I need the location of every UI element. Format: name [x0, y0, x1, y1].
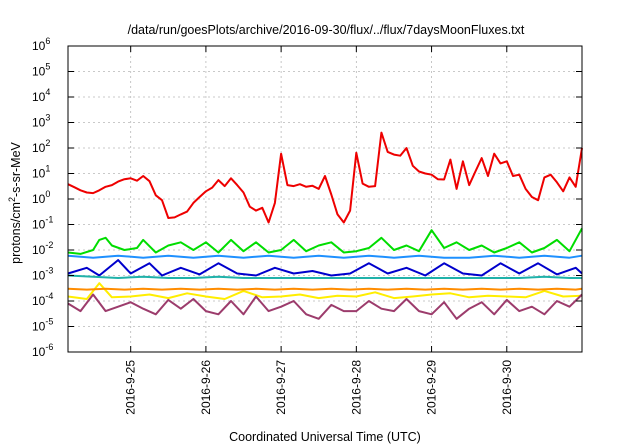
y-tick-label-base: 10 — [32, 345, 46, 359]
y-axis-title-sup: 2 — [7, 197, 17, 202]
y-axis-title-base: protons/cm — [9, 202, 23, 264]
series-line-3 — [67, 254, 583, 259]
y-tick-label-base: 10 — [32, 243, 46, 257]
y-tick-label-base: 10 — [32, 141, 46, 155]
y-tick-label: 10-6 — [32, 342, 53, 359]
y-tick-label: 102 — [32, 138, 50, 155]
y-tick-label-exp: 1 — [45, 164, 50, 174]
y-tick-label-exp: -4 — [45, 291, 53, 301]
y-axis-ticks: 10610510410310210110010-110-210-310-410-… — [32, 36, 582, 359]
series-layer — [67, 131, 583, 320]
x-tick-label: 2016-9-25 — [124, 360, 138, 415]
y-tick-label: 10-5 — [32, 317, 53, 334]
y-tick-label-base: 10 — [32, 39, 46, 53]
y-tick-label-exp: -6 — [45, 342, 53, 352]
y-tick-label-base: 10 — [32, 167, 46, 181]
y-axis-title-rest: -s-sr-MeV — [9, 141, 23, 197]
series-line-6 — [67, 282, 583, 300]
series-line-1 — [67, 131, 583, 224]
y-tick-label-base: 10 — [32, 65, 46, 79]
y-tick-label-exp: 6 — [45, 36, 50, 46]
x-axis-ticks: 2016-9-25 2016-9-26 2016-9-27 2016-9-28 2016… — [124, 46, 514, 415]
y-tick-label-exp: -5 — [45, 317, 53, 327]
y-tick-label: 10-1 — [32, 215, 53, 232]
y-tick-label-base: 10 — [32, 269, 46, 283]
x-tick-label: 2016-9-26 — [199, 360, 213, 415]
y-tick-label: 104 — [32, 87, 50, 104]
y-tick-label-base: 10 — [32, 90, 46, 104]
series-line-2 — [67, 227, 583, 255]
y-tick-label-exp: 0 — [45, 189, 50, 199]
y-tick-label: 105 — [32, 62, 50, 79]
y-axis-title: protons/cm2-s-sr-MeV — [7, 141, 23, 263]
y-tick-label: 10-3 — [32, 266, 53, 283]
y-tick-label-base: 10 — [32, 116, 46, 130]
y-tick-label: 10-4 — [32, 291, 53, 308]
y-tick-label: 106 — [32, 36, 50, 53]
chart-title: /data/run/goesPlots/archive/2016-09-30/f… — [128, 23, 525, 37]
series-line-5 — [67, 274, 582, 279]
y-tick-label-base: 10 — [32, 218, 46, 232]
y-tick-label-base: 10 — [32, 192, 46, 206]
y-tick-label-exp: -2 — [45, 240, 53, 250]
y-tick-label-base: 10 — [32, 320, 46, 334]
y-tick-label-exp: 3 — [45, 113, 50, 123]
series-line-7 — [67, 287, 583, 291]
x-tick-label: 2016-9-30 — [500, 360, 514, 415]
y-tick-label: 10-2 — [32, 240, 53, 257]
series-line-4 — [67, 259, 583, 277]
y-tick-label: 103 — [32, 113, 50, 130]
x-tick-label: 2016-9-28 — [349, 360, 363, 415]
series-line-8 — [67, 293, 583, 320]
x-tick-label: 2016-9-29 — [425, 360, 439, 415]
y-tick-label: 101 — [32, 164, 50, 181]
y-tick-label-exp: -1 — [45, 215, 53, 225]
y-tick-label-exp: 5 — [45, 62, 50, 72]
y-tick-label-base: 10 — [32, 294, 46, 308]
y-tick-label-exp: -3 — [45, 266, 53, 276]
x-tick-label: 2016-9-27 — [274, 360, 288, 415]
x-axis-title: Coordinated Universal Time (UTC) — [229, 430, 421, 444]
y-tick-label-exp: 2 — [45, 138, 50, 148]
y-tick-label-exp: 4 — [45, 87, 50, 97]
y-tick-label: 100 — [32, 189, 50, 206]
